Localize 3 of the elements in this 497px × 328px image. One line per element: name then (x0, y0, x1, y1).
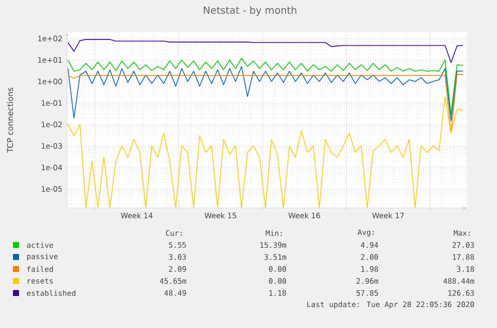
line-series (68, 58, 464, 115)
line-series (68, 66, 464, 122)
chart-title: Netstat - by month (204, 6, 296, 16)
